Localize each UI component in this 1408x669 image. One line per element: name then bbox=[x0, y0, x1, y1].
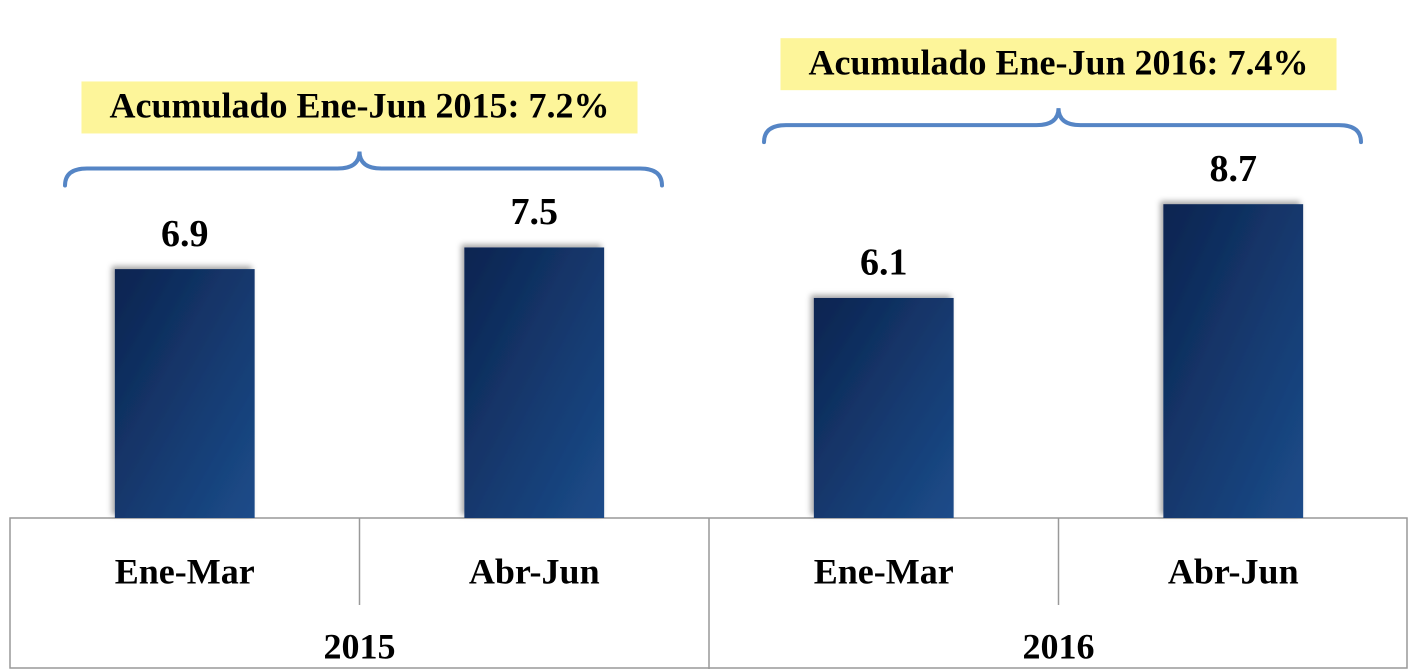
x-tick-label: Abr-Jun bbox=[469, 551, 600, 591]
x-tick-label: Abr-Jun bbox=[1168, 551, 1299, 591]
bar bbox=[1163, 204, 1304, 518]
x-tick-label: Ene-Mar bbox=[115, 551, 255, 591]
annotation-box bbox=[780, 38, 1337, 91]
value-label: 6.9 bbox=[161, 213, 209, 255]
annotation-box bbox=[81, 81, 638, 134]
bar bbox=[813, 297, 954, 518]
group-label: 2015 bbox=[324, 626, 396, 666]
bar bbox=[464, 247, 605, 518]
value-label: 8.7 bbox=[1210, 148, 1258, 190]
value-label: 7.5 bbox=[511, 191, 559, 233]
annotation: Acumulado Ene-Jun 2016: 7.4% bbox=[808, 42, 1308, 82]
annotation: Acumulado Ene-Jun 2015: 7.2% bbox=[109, 86, 609, 126]
brace bbox=[63, 151, 664, 188]
brace bbox=[762, 108, 1363, 145]
bar bbox=[114, 269, 255, 518]
group-label: 2016 bbox=[1023, 626, 1095, 666]
x-tick-label: Ene-Mar bbox=[814, 551, 954, 591]
value-label: 6.1 bbox=[860, 242, 908, 284]
